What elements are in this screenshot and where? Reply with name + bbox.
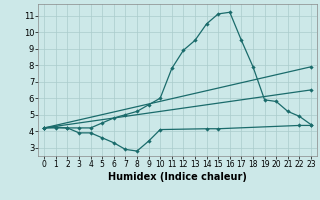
X-axis label: Humidex (Indice chaleur): Humidex (Indice chaleur) bbox=[108, 172, 247, 182]
